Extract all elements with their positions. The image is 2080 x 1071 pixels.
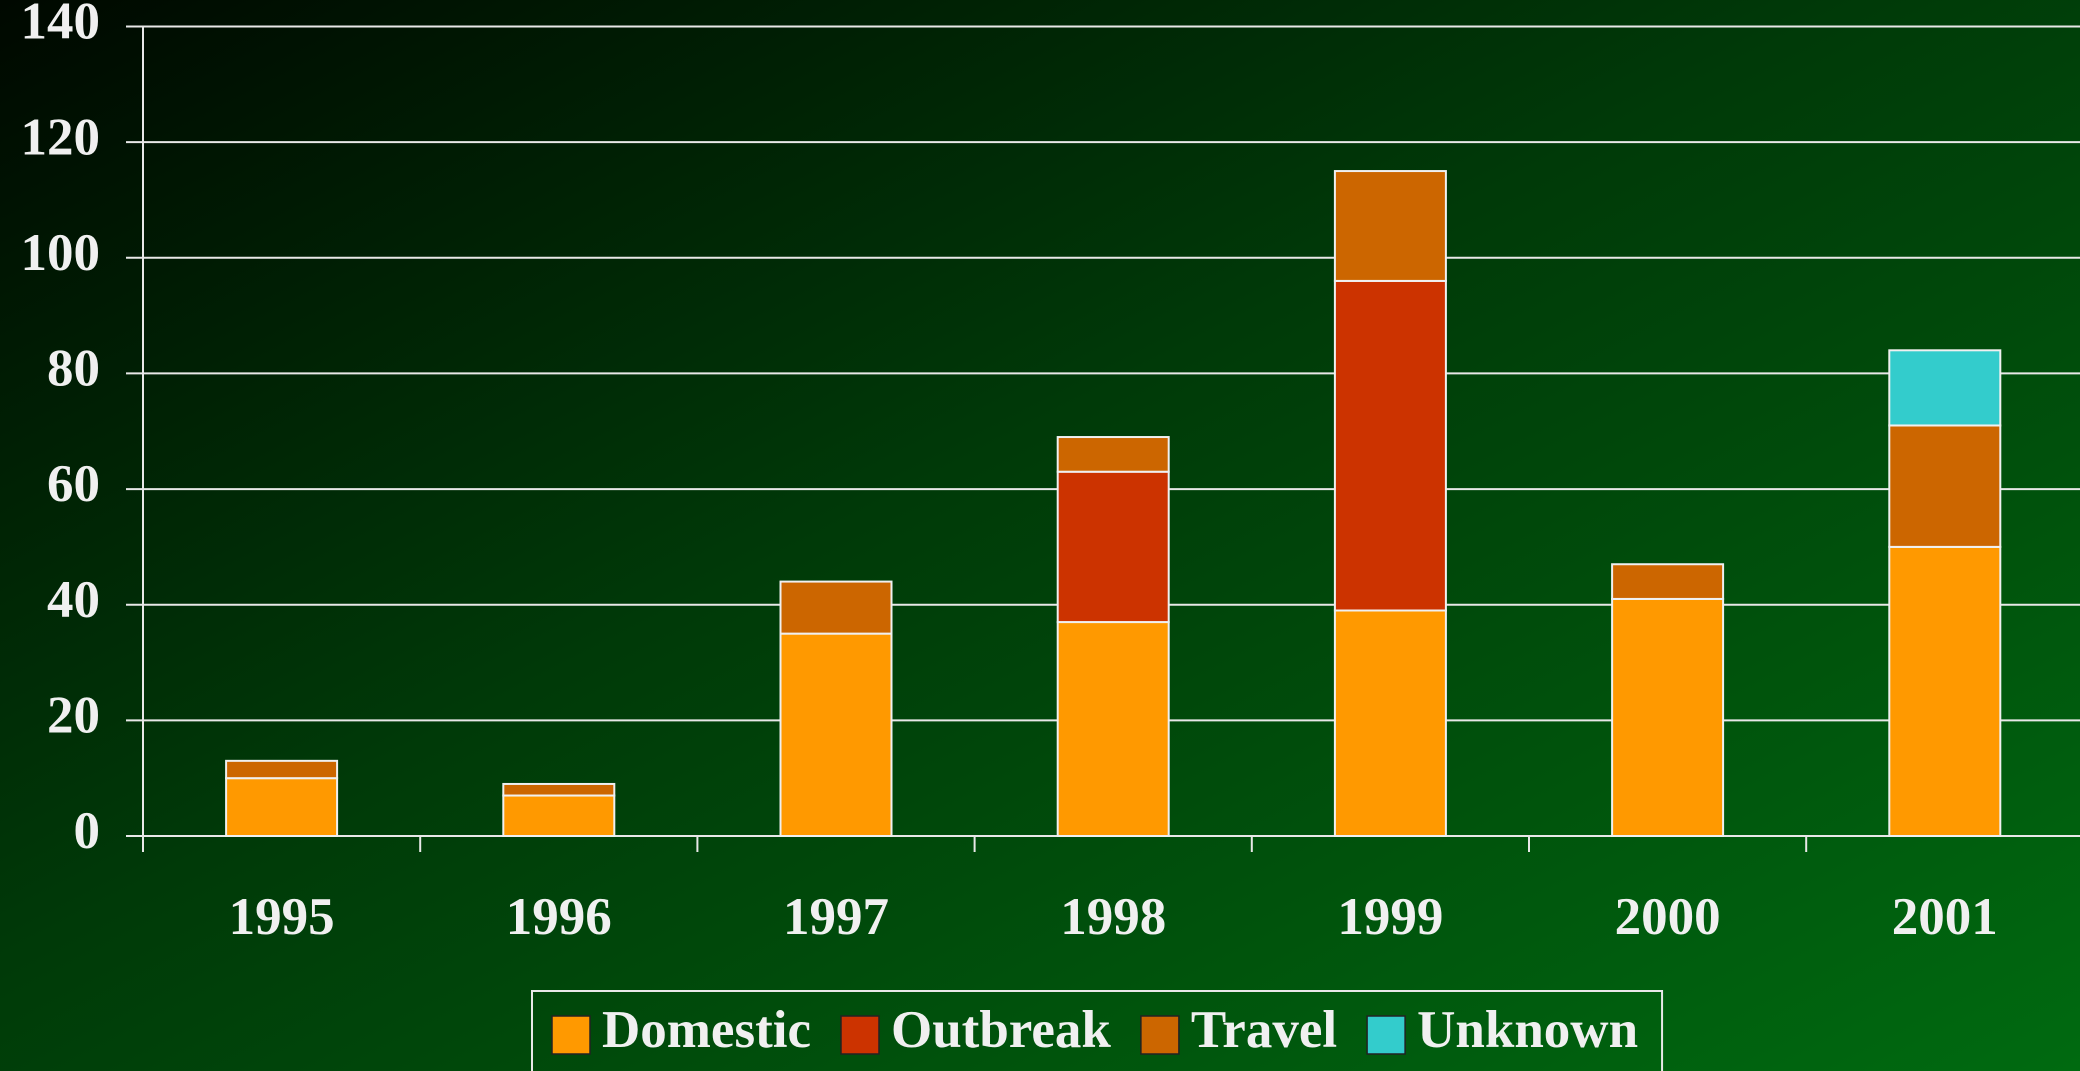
legend-label: Travel: [1191, 1001, 1337, 1059]
legend-box: [531, 990, 1664, 1071]
bar-segment: [225, 777, 339, 838]
bar-segment: [1888, 545, 2002, 838]
bar-segment: [1333, 609, 1447, 837]
y-tick-label: 20: [47, 687, 100, 745]
x-tick-label: 2000: [1615, 888, 1721, 946]
y-tick-label: 40: [47, 571, 100, 629]
legend-swatch: [840, 1015, 880, 1055]
x-tick-label: 1996: [506, 888, 612, 946]
bar-segment: [1333, 170, 1447, 282]
legend-label: Domestic: [602, 1001, 811, 1059]
x-tick-label: 2001: [1892, 888, 1998, 946]
bar-segment: [225, 759, 339, 780]
y-tick-label: 60: [47, 455, 100, 513]
x-tick-label: 1997: [783, 888, 889, 946]
bar-segment: [1888, 424, 2002, 548]
bar-segment: [502, 782, 616, 797]
legend-swatch: [1366, 1015, 1406, 1055]
bar-segment: [1056, 470, 1170, 624]
bar-segment: [1888, 349, 2002, 427]
bar-segment: [1333, 279, 1447, 612]
bar-segment: [1611, 597, 1725, 837]
bar-segment: [502, 794, 616, 838]
bar-segment: [779, 632, 893, 837]
x-tick-label: 1995: [229, 888, 335, 946]
x-tick-label: 1999: [1337, 888, 1443, 946]
y-tick-label: 0: [74, 802, 101, 860]
legend-label: Unknown: [1417, 1001, 1638, 1059]
legend-swatch: [1140, 1015, 1180, 1055]
legend-swatch: [551, 1015, 591, 1055]
y-tick-label: 100: [21, 224, 101, 282]
x-tick-label: 1998: [1060, 888, 1166, 946]
bar-segment: [1056, 621, 1170, 838]
y-tick-label: 120: [21, 108, 101, 166]
y-tick-label: 80: [47, 340, 100, 398]
bar-segment: [779, 580, 893, 635]
bar-segment: [1056, 436, 1170, 473]
bar-segment: [1611, 563, 1725, 600]
y-tick-label: 140: [21, 0, 101, 51]
legend-label: Outbreak: [891, 1001, 1111, 1059]
